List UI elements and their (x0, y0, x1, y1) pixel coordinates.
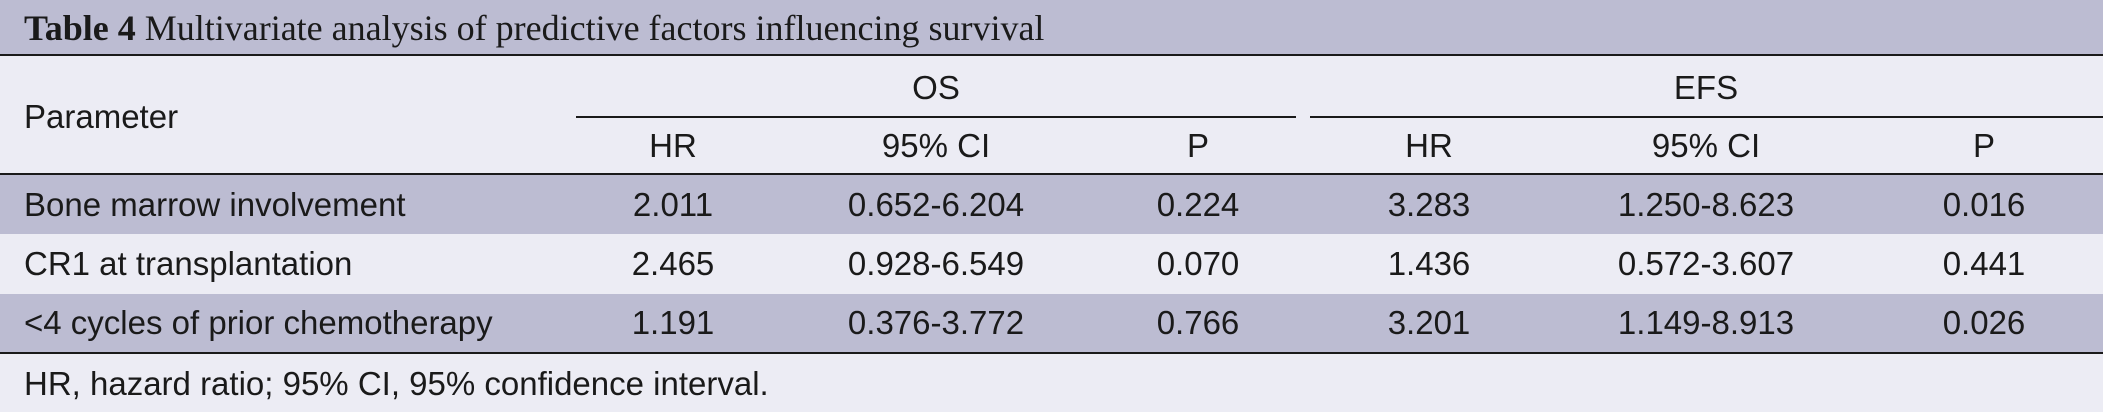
row-os-hr: 1.191 (631, 304, 715, 341)
row-os-ci: 0.928-6.549 (847, 245, 1025, 282)
row-efs-p: 0.016 (1942, 186, 2026, 223)
row-efs-p: 0.441 (1942, 245, 2026, 282)
row-efs-ci: 1.149-8.913 (1617, 304, 1795, 341)
table-row: Bone marrow involvement 2.011 0.652-6.20… (0, 175, 2103, 234)
row-efs-p: 0.026 (1942, 304, 2026, 341)
row-os-ci: 0.376-3.772 (847, 304, 1025, 341)
efs-group-rule (1310, 116, 2103, 118)
table-bottom-rule (0, 352, 2103, 354)
header-efs-p: P (1972, 127, 1996, 164)
header-parameter: Parameter (24, 98, 179, 135)
header-group-efs: EFS (1673, 69, 1739, 106)
table-row: CR1 at transplantation 2.465 0.928-6.549… (0, 234, 2103, 294)
row-efs-ci: 0.572-3.607 (1617, 245, 1795, 282)
table-caption-bar: Table 4 Multivariate analysis of predict… (0, 0, 2103, 56)
header-os-ci: 95% CI (881, 127, 991, 164)
table-title: Multivariate analysis of predictive fact… (144, 8, 1045, 48)
table-caption: Table 4 Multivariate analysis of predict… (24, 8, 1044, 48)
os-group-rule (576, 116, 1296, 118)
header-efs-hr: HR (1405, 127, 1453, 164)
row-parameter: CR1 at transplantation (24, 245, 353, 282)
table-footnote: HR, hazard ratio; 95% CI, 95% confidence… (24, 365, 769, 402)
header-bottom-rule (0, 173, 2103, 175)
row-efs-ci: 1.250-8.623 (1617, 186, 1795, 223)
header-group-os: OS (912, 69, 960, 106)
row-efs-hr: 3.201 (1387, 304, 1471, 341)
row-os-p: 0.224 (1156, 186, 1240, 223)
row-parameter: <4 cycles of prior chemotherapy (24, 304, 493, 341)
row-os-ci: 0.652-6.204 (847, 186, 1025, 223)
row-os-p: 0.766 (1156, 304, 1240, 341)
row-os-hr: 2.465 (631, 245, 715, 282)
row-os-p: 0.070 (1156, 245, 1240, 282)
header-efs-ci: 95% CI (1651, 127, 1761, 164)
table-label: Table 4 (24, 8, 136, 48)
header-os-p: P (1186, 127, 1210, 164)
row-efs-hr: 3.283 (1387, 186, 1471, 223)
table-row: <4 cycles of prior chemotherapy 1.191 0.… (0, 294, 2103, 352)
header-os-hr: HR (649, 127, 697, 164)
row-os-hr: 2.011 (632, 186, 714, 223)
row-parameter: Bone marrow involvement (24, 186, 406, 223)
row-efs-hr: 1.436 (1387, 245, 1471, 282)
